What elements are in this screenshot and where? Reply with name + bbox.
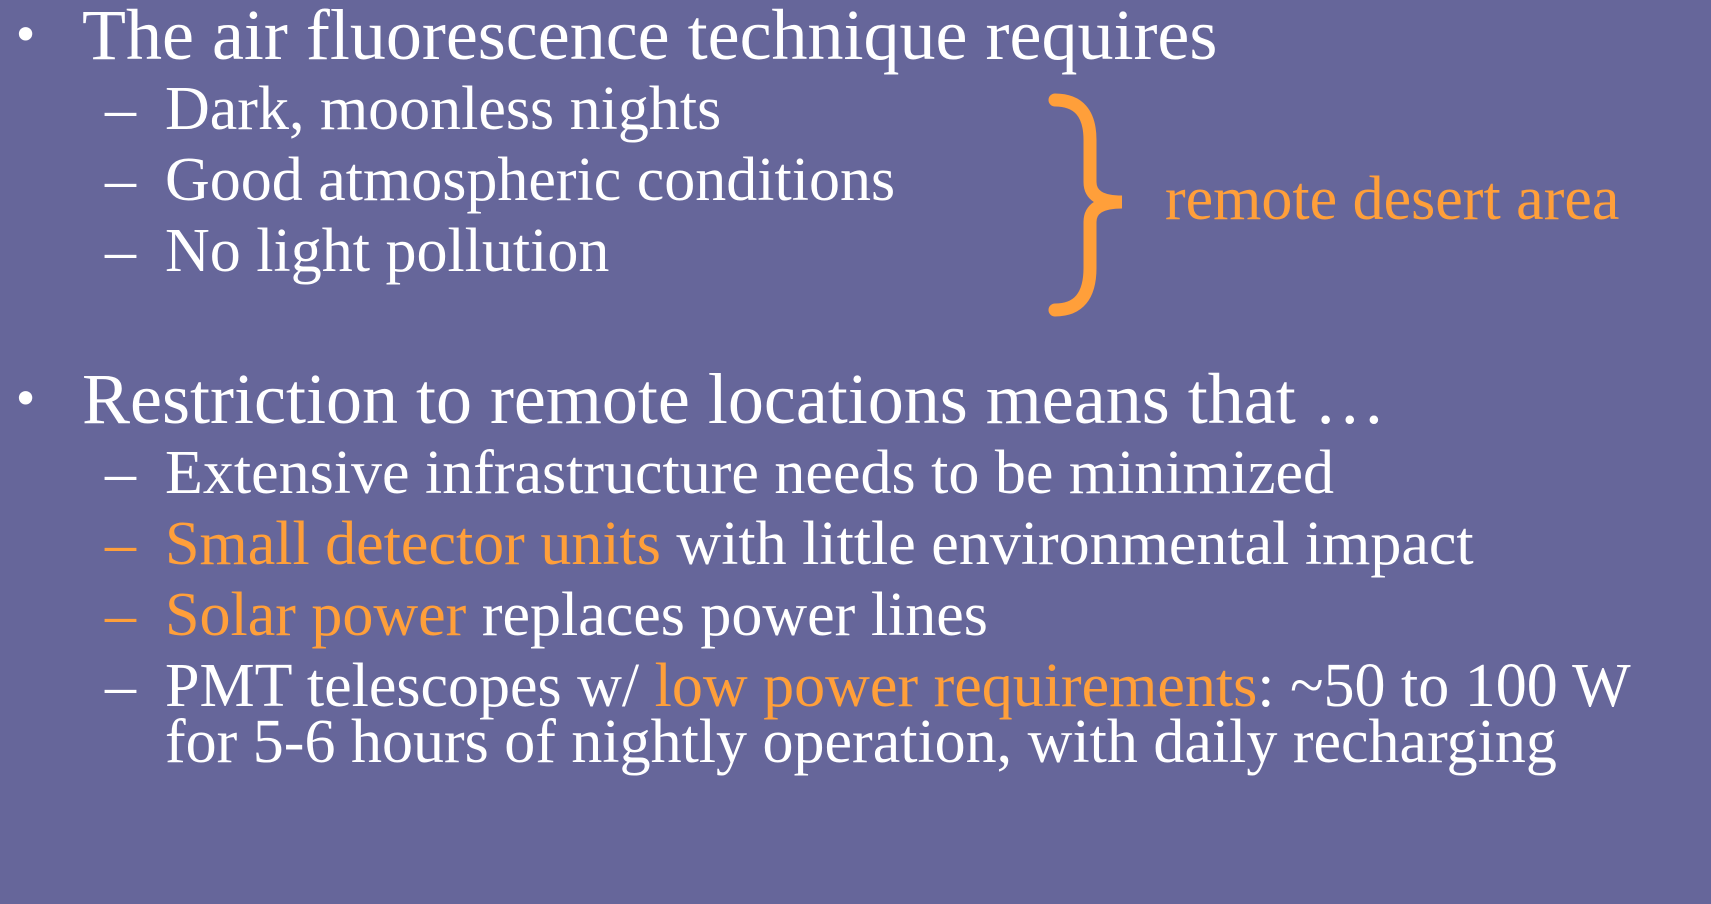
text-segment: with little environmental impact	[660, 510, 1474, 578]
heading: Restriction to remote locations means th…	[0, 362, 1711, 436]
sub-item: – Dark, moonless nights	[0, 75, 1635, 143]
bullet-group: The air fluorescence technique requires–…	[0, 0, 1711, 285]
text-segment: Dark, moonless nights	[165, 75, 722, 143]
sub-item: – PMT telescopes w/ low power requirement…	[0, 652, 1635, 773]
text-segment: replaces power lines	[466, 581, 988, 649]
text-segment: Extensive infrastructure needs to be min…	[165, 439, 1335, 507]
heading: The air fluorescence technique requires	[0, 0, 1711, 72]
brace	[1048, 93, 1123, 317]
dash: –	[105, 510, 136, 578]
brace-note: remote desert area	[1165, 165, 1620, 233]
text-segment: : ~50 to 100 W for 5-6 hours of nightly …	[165, 652, 1630, 776]
text-segment: No light pollution	[165, 217, 610, 285]
dash: –	[105, 146, 136, 214]
text-segment: low power requirements	[654, 652, 1258, 720]
text-segment: PMT telescopes w/	[165, 652, 655, 720]
text-segment: Solar power	[165, 581, 467, 649]
dash: –	[105, 439, 136, 507]
sub-item: – No light pollution	[0, 217, 1635, 285]
sub-item: – Small detector units with little enviro…	[0, 510, 1635, 578]
text-segment: Good atmospheric conditions	[165, 146, 896, 214]
dash: –	[105, 217, 136, 285]
text-segment: Small detector units	[165, 510, 661, 578]
sub-item: – Extensive infrastructure needs to be mi…	[0, 439, 1635, 507]
dash: –	[105, 652, 136, 720]
dash: –	[105, 581, 136, 649]
sub-item: – Solar power replaces power lines	[0, 581, 1635, 649]
bullet-group: Restriction to remote locations means th…	[0, 362, 1711, 773]
sub-item: – Good atmospheric conditions	[0, 146, 1635, 214]
dash: –	[105, 75, 136, 143]
